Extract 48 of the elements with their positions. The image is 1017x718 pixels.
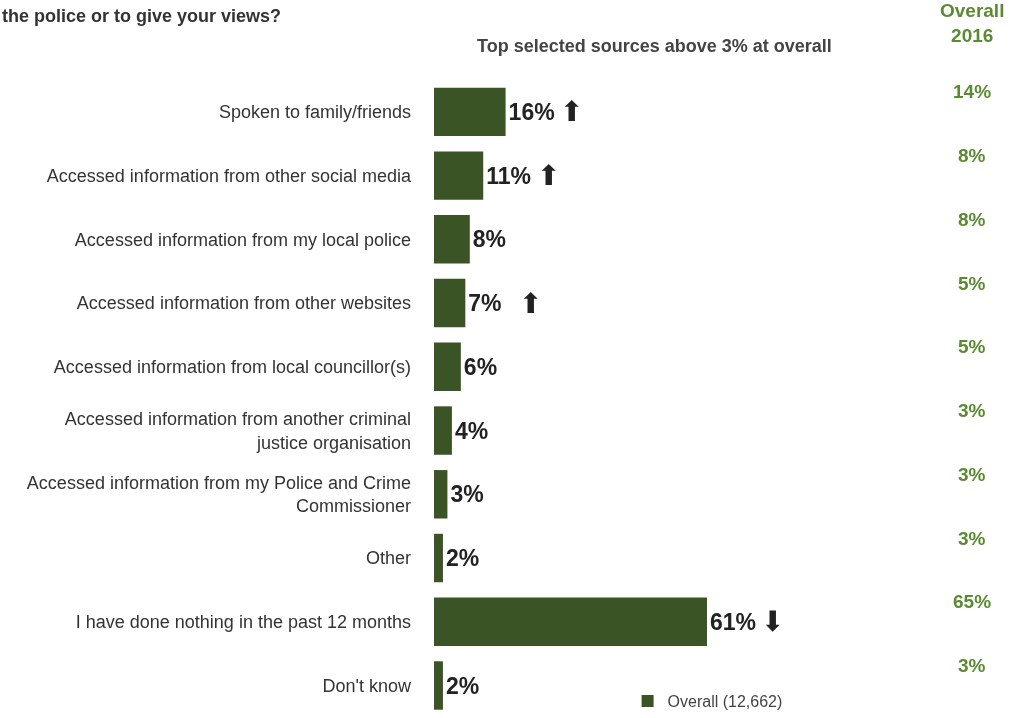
bar [434,597,707,646]
text: 65% [953,591,992,612]
bar [434,470,448,519]
text: Overall 2016 [940,0,1005,46]
text: 3% [958,528,986,549]
text: the police or to give your views? [2,6,282,26]
y-tick-label: Accessed information from local councillor(s) [53,357,411,378]
y-tick-label: Other [365,548,411,569]
bar [434,278,466,328]
y-tick-label: Accessed information from other social media [46,165,412,186]
text: 5% [958,273,986,294]
y-tick-label: Accessed information from another criminal justice organisation [64,409,411,453]
data-label: 3% [450,481,484,508]
annotation: ⬇ [761,605,785,638]
y-tick-label: Accessed information from my Police and Crime Commissioner [26,472,411,517]
bar [434,215,470,264]
bar [434,533,443,583]
data-label: 8% [472,226,507,253]
chart-subtitle: Top selected sources above 3% at overall [477,36,832,56]
text: 3% [958,464,986,485]
annotation: ⬆ [519,287,543,320]
legend-label: Overall (12,662) [667,693,783,711]
bar [434,151,484,200]
data-label: 7% [468,290,502,317]
data-label: 2% [445,672,480,699]
bar [434,406,452,455]
y-tick-label: Spoken to family/friends [218,102,411,123]
bar [434,661,443,710]
data-label: 4% [454,417,489,444]
bar [434,87,506,137]
y-tick-label: Accessed information from other websites [76,293,411,314]
y-tick-label: Don't know [322,675,412,696]
text: 3% [958,655,986,676]
bar [434,342,461,392]
data-label: 61% [710,608,757,635]
annotation: ⬆ [537,159,561,192]
y-tick-label: Accessed information from my local police [74,229,411,250]
text: 3% [958,400,986,421]
y-tick-label: I have done nothing in the past 12 months [75,612,411,633]
text: 5% [958,336,986,357]
data-label: 11% [486,162,531,189]
data-label: 16% [508,98,555,125]
data-label: 6% [463,353,498,380]
data-label: 2% [445,545,480,572]
text: 8% [958,145,986,166]
text: 8% [958,209,986,230]
annotation: ⬆ [560,95,584,128]
text: 14% [953,81,992,102]
